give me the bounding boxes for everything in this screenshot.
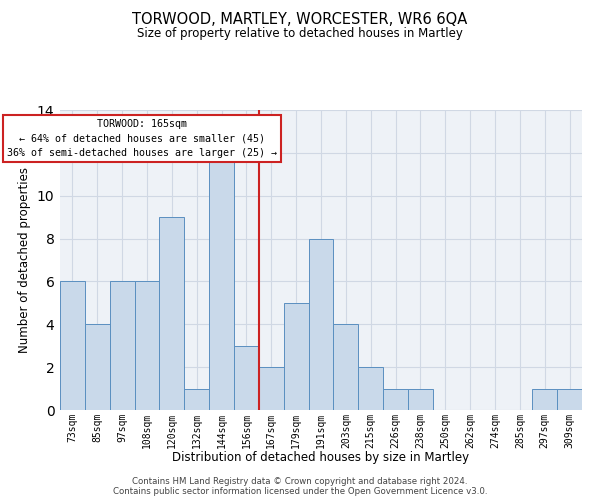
Text: Contains HM Land Registry data © Crown copyright and database right 2024.: Contains HM Land Registry data © Crown c… xyxy=(132,476,468,486)
Bar xyxy=(358,367,383,410)
Bar xyxy=(160,217,184,410)
Bar xyxy=(60,282,85,410)
Bar xyxy=(85,324,110,410)
Bar xyxy=(308,238,334,410)
Bar xyxy=(209,153,234,410)
Bar xyxy=(259,367,284,410)
Text: Size of property relative to detached houses in Martley: Size of property relative to detached ho… xyxy=(137,28,463,40)
Bar xyxy=(234,346,259,410)
Y-axis label: Number of detached properties: Number of detached properties xyxy=(18,167,31,353)
Bar xyxy=(134,282,160,410)
Text: Contains public sector information licensed under the Open Government Licence v3: Contains public sector information licen… xyxy=(113,486,487,496)
Text: TORWOOD: 165sqm
← 64% of detached houses are smaller (45)
36% of semi-detached h: TORWOOD: 165sqm ← 64% of detached houses… xyxy=(7,118,277,158)
Bar xyxy=(408,388,433,410)
Bar xyxy=(284,303,308,410)
Bar xyxy=(532,388,557,410)
Text: TORWOOD, MARTLEY, WORCESTER, WR6 6QA: TORWOOD, MARTLEY, WORCESTER, WR6 6QA xyxy=(133,12,467,28)
Text: Distribution of detached houses by size in Martley: Distribution of detached houses by size … xyxy=(172,451,470,464)
Bar xyxy=(184,388,209,410)
Bar xyxy=(334,324,358,410)
Bar xyxy=(110,282,134,410)
Bar xyxy=(557,388,582,410)
Bar xyxy=(383,388,408,410)
